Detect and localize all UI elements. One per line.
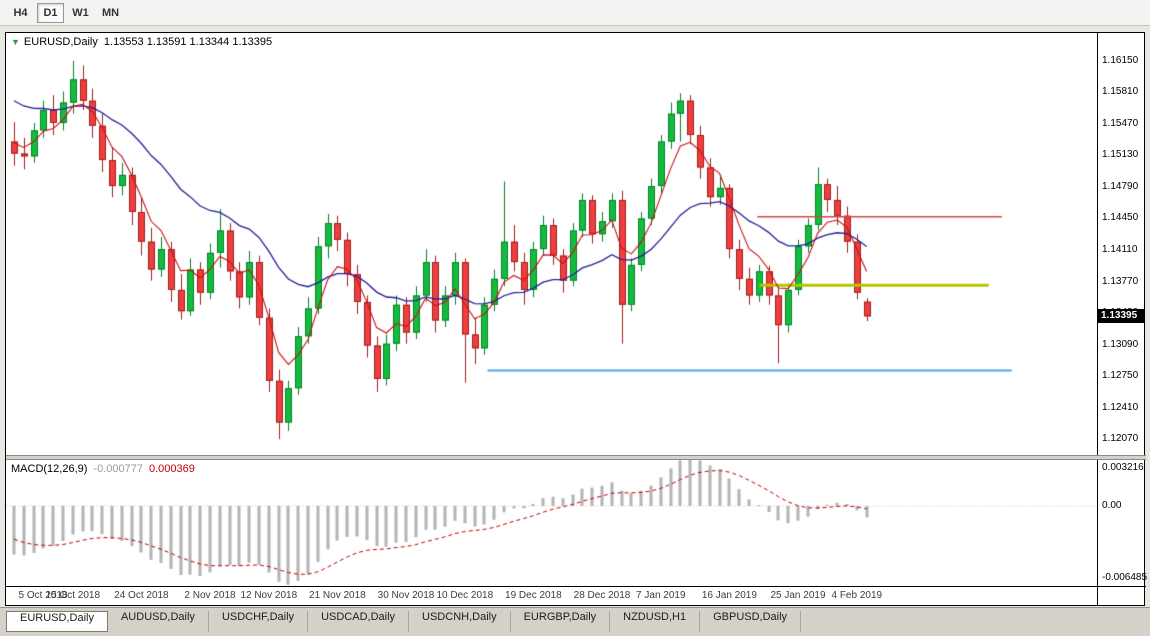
price-axis-tick: 1.13770: [1102, 275, 1139, 287]
tab-gbpusd-daily[interactable]: GBPUSD,Daily: [700, 611, 802, 632]
time-axis[interactable]: 5 Oct 2018 15 Oct 2018 24 Oct 2018 2 Nov 20…: [6, 587, 1098, 605]
price-axis-tick: 1.12070: [1102, 433, 1139, 445]
chart-marker-icon: ▼: [11, 37, 20, 47]
date-label: 30 Nov 2018: [377, 590, 435, 601]
date-label: 4 Feb 2019: [831, 590, 883, 601]
axis-separator-line: [6, 586, 1146, 587]
date-label: 5 Oct 2018: [18, 590, 68, 601]
chart-tabbar: EURUSD,Daily AUDUSD,Daily USDCHF,Daily USDC…: [0, 607, 1150, 636]
macd-chart-canvas[interactable]: [6, 460, 1098, 586]
price-axis-tick: 1.12410: [1102, 401, 1139, 413]
timeframe-h4-button[interactable]: H4: [7, 3, 34, 23]
date-label: 7 Jan 2019: [636, 590, 686, 601]
ohlc-values: 1.13553 1.13591 1.13344 1.13395: [103, 36, 273, 48]
date-label: 24 Oct 2018: [114, 590, 169, 601]
current-price-tag: 1.13395: [1098, 309, 1145, 324]
price-axis[interactable]: 1.13395 1.16150 1.15810 1.15470 1.15130 1.14…: [1097, 33, 1148, 605]
timeframe-toolbar: H4 D1 W1 MN: [0, 0, 1150, 26]
pane-splitter[interactable]: [6, 455, 1146, 460]
macd-indicator-name: MACD(12,26,9): [11, 463, 88, 475]
price-axis-tick: 1.13090: [1102, 338, 1139, 350]
price-axis-tick: 1.12750: [1102, 370, 1139, 382]
symbol-label: EURUSD,Daily: [23, 36, 98, 48]
tab-usdcnh-daily[interactable]: USDCNH,Daily: [409, 611, 511, 632]
price-axis-tick: 1.16150: [1102, 54, 1139, 66]
macd-pane: MACD(12,26,9) -0.000777 0.000369: [6, 460, 1098, 586]
price-pane: ▼ EURUSD,Daily 1.13553 1.13591 1.13344 1.1…: [6, 33, 1098, 455]
candlestick-chart-canvas[interactable]: [6, 33, 1098, 455]
date-label: 12 Nov 2018: [240, 590, 298, 601]
macd-main-value: -0.000777: [93, 463, 143, 475]
macd-signal-value: 0.000369: [148, 463, 195, 475]
price-axis-tick: 1.15470: [1102, 117, 1139, 129]
macd-axis-tick: 0.00: [1102, 499, 1122, 511]
chart-window: ▼ EURUSD,Daily 1.13553 1.13591 1.13344 1.1…: [5, 32, 1148, 606]
price-axis-tick: 1.15810: [1102, 86, 1139, 98]
macd-label: MACD(12,26,9) -0.000777 0.000369: [11, 463, 195, 475]
tab-eurusd-daily[interactable]: EURUSD,Daily: [6, 611, 108, 632]
date-label: 19 Dec 2018: [505, 590, 562, 601]
date-label: 2 Nov 2018: [184, 590, 236, 601]
price-axis-tick: 1.14450: [1102, 212, 1139, 224]
tab-usdcad-daily[interactable]: USDCAD,Daily: [308, 611, 410, 632]
price-axis-tick: 1.14110: [1102, 244, 1138, 256]
timeframe-w1-button[interactable]: W1: [67, 3, 94, 23]
date-label: 21 Nov 2018: [309, 590, 366, 601]
tab-eurgbp-daily[interactable]: EURGBP,Daily: [511, 611, 611, 632]
date-label: 15 Oct 2018: [45, 590, 101, 601]
tab-nzdusd-h1[interactable]: NZDUSD,H1: [610, 611, 701, 632]
date-label: 28 Dec 2018: [573, 590, 631, 601]
tab-usdchf-daily[interactable]: USDCHF,Daily: [209, 611, 309, 632]
macd-axis-tick: 0.003216: [1102, 462, 1144, 474]
tab-audusd-daily[interactable]: AUDUSD,Daily: [108, 611, 209, 632]
date-label: 10 Dec 2018: [436, 590, 494, 601]
timeframe-d1-button[interactable]: D1: [37, 2, 64, 23]
price-axis-tick: 1.15130: [1102, 149, 1139, 161]
macd-axis-tick: -0.006485: [1102, 572, 1148, 583]
date-label: 16 Jan 2019: [701, 590, 757, 601]
price-axis-tick: 1.14790: [1102, 180, 1139, 192]
chart-ohlc-label: ▼ EURUSD,Daily 1.13553 1.13591 1.13344 1.1…: [11, 36, 272, 48]
timeframe-mn-button[interactable]: MN: [97, 3, 124, 23]
plot-column: ▼ EURUSD,Daily 1.13553 1.13591 1.13344 1.1…: [6, 33, 1098, 605]
date-label: 25 Jan 2019: [770, 590, 826, 601]
